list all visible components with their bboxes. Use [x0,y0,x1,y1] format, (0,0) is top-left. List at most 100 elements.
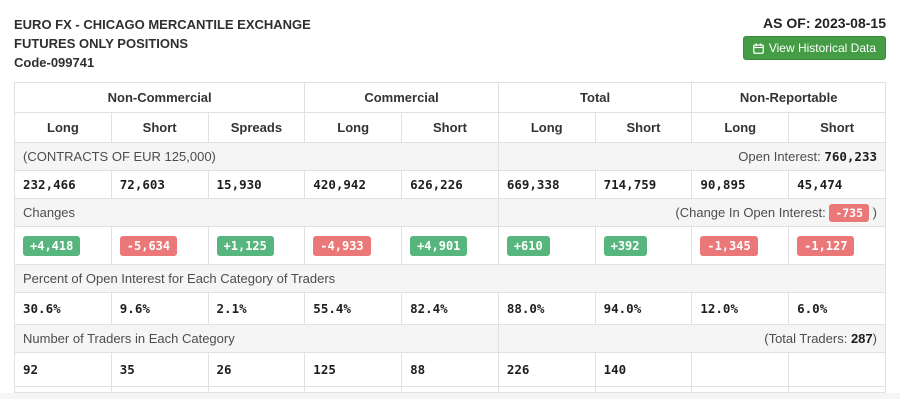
total-traders-value: 287 [850,331,873,346]
position-cell: 45,474 [788,170,886,199]
group-non-commercial: Non-Commercial [13,82,306,113]
report-title-block: EURO FX - CHICAGO MERCANTILE EXCHANGE FU… [14,15,311,72]
change-cell: +610 [497,226,596,265]
position-cell: 714,759 [594,170,693,199]
change-oi-prefix: (Change In Open Interest: [675,204,826,220]
contracts-label: (CONTRACTS OF EUR 125,000) [14,142,499,171]
header-right: AS OF: 2023-08-15 View Historical Data [742,15,886,60]
change-cell: -4,933 [304,226,403,265]
positions-row: 232,466 72,603 15,930 420,942 626,226 66… [14,170,886,199]
change-badge: -5,634 [119,235,178,256]
traders-section-row: Number of Traders in Each Category (Tota… [14,324,887,353]
cot-table: Non-Commercial Commercial Total Non-Repo… [13,82,887,393]
change-badge: +4,901 [410,235,468,256]
clipped-cell [594,386,693,393]
clipped-row [14,386,886,393]
percents-row: 30.6% 9.6% 2.1% 55.4% 82.4% 88.0% 94.0% … [14,292,886,325]
trader-count-cell: 88 [401,352,499,387]
clipped-cell [304,386,403,393]
trader-count-cell [691,352,790,387]
col-comm-short: Short [401,112,499,143]
position-cell: 626,226 [401,170,499,199]
report-type-title: FUTURES ONLY POSITIONS [14,36,189,51]
col-noncomm-long: Long [14,112,112,143]
clipped-cell [14,386,112,393]
percent-cell: 6.0% [788,292,886,325]
col-comm-long: Long [304,112,403,143]
trader-count-cell: 92 [14,352,112,387]
percent-cell: 30.6% [14,292,112,325]
view-historical-data-label: View Historical Data [768,41,876,55]
percent-cell: 82.4% [401,292,499,325]
col-noncomm-short: Short [110,112,209,143]
group-total: Total [497,82,693,113]
clipped-cell [110,386,209,393]
trader-count-cell: 226 [497,352,596,387]
clipped-cell [207,386,306,393]
group-commercial: Commercial [304,82,499,113]
change-cell: +392 [594,226,693,265]
col-nonrep-short: Short [788,112,886,143]
position-cell: 90,895 [691,170,790,199]
change-badge: +392 [603,235,647,256]
clipped-cell [788,386,886,393]
position-cell: 72,603 [110,170,209,199]
col-noncomm-spreads: Spreads [207,112,306,143]
category-group-header-row: Non-Commercial Commercial Total Non-Repo… [13,82,886,113]
view-historical-data-button[interactable]: View Historical Data [742,36,886,60]
total-traders-prefix: (Total Traders: [764,331,848,346]
open-interest-value: 760,233 [824,149,877,164]
change-open-interest-cell: (Change In Open Interest: -735 ) [497,198,887,227]
percent-cell: 55.4% [304,292,403,325]
change-oi-suffix: ) [872,204,877,220]
change-badge: +610 [506,235,550,256]
percent-cell: 94.0% [594,292,693,325]
exchange-title: EURO FX - CHICAGO MERCANTILE EXCHANGE [14,17,311,32]
change-badge: +4,418 [23,235,81,256]
as-of-date: AS OF: 2023-08-15 [763,15,886,31]
changes-label: Changes [14,198,499,227]
report-header: EURO FX - CHICAGO MERCANTILE EXCHANGE FU… [0,0,900,82]
change-cell: -1,345 [691,226,790,265]
change-badge: -1,345 [700,235,758,256]
position-cell: 669,338 [497,170,596,199]
change-badge: +1,125 [216,235,274,256]
change-cell: -1,127 [788,226,886,265]
change-cell: -5,634 [110,226,209,265]
traders-label: Number of Traders in Each Category [14,324,499,353]
percent-cell: 9.6% [110,292,209,325]
position-cell: 15,930 [207,170,306,199]
trader-count-cell: 26 [207,352,306,387]
total-traders-cell: (Total Traders: 287) [497,324,887,353]
change-badge: -1,127 [797,235,855,256]
clipped-cell [401,386,499,393]
percent-cell: 88.0% [497,292,596,325]
group-non-reportable: Non-Reportable [691,82,886,113]
position-cell: 420,942 [304,170,403,199]
col-total-short: Short [594,112,693,143]
percent-cell: 12.0% [691,292,790,325]
percent-cell: 2.1% [207,292,306,325]
clipped-next-section [0,393,900,399]
trader-count-cell: 125 [304,352,403,387]
open-interest-cell: Open Interest: 760,233 [497,142,887,171]
open-interest-label: Open Interest: [738,149,821,164]
change-cell: +4,901 [401,226,499,265]
changes-section-row: Changes (Change In Open Interest: -735 ) [14,198,887,227]
position-cell: 232,466 [14,170,112,199]
change-badge: -4,933 [313,235,371,256]
col-nonrep-long: Long [691,112,790,143]
change-cell: +4,418 [14,226,112,265]
calendar-icon [753,42,764,54]
trader-count-cell: 140 [594,352,693,387]
total-traders-suffix: ) [872,331,877,346]
trader-count-cell [788,352,886,387]
percent-label: Percent of Open Interest for Each Catego… [14,264,886,293]
report-code: Code-099741 [14,55,95,70]
column-header-row: Long Short Spreads Long Short Long Short… [14,112,886,143]
change-cell: +1,125 [207,226,306,265]
trader-count-cell: 35 [110,352,209,387]
change-oi-badge: -735 [829,203,870,222]
col-total-long: Long [497,112,596,143]
